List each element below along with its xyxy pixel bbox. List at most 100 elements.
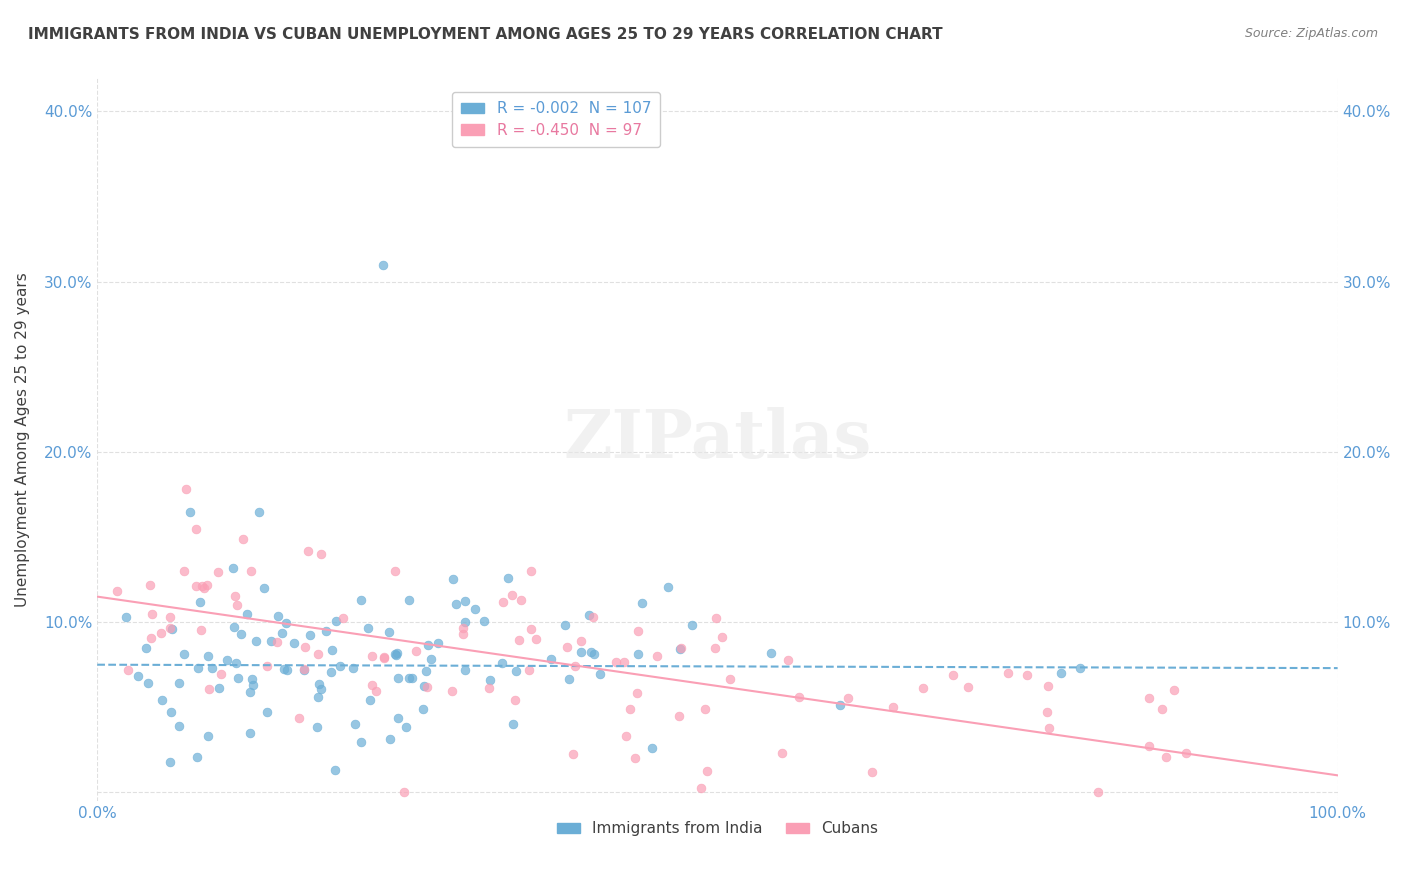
- Text: IMMIGRANTS FROM INDIA VS CUBAN UNEMPLOYMENT AMONG AGES 25 TO 29 YEARS CORRELATIO: IMMIGRANTS FROM INDIA VS CUBAN UNEMPLOYM…: [28, 27, 943, 42]
- Immigrants from India: [152, 693, 174, 707]
- Cubans: [882, 699, 904, 714]
- Immigrants from India: [321, 665, 343, 679]
- Immigrants from India: [579, 644, 602, 658]
- Cubans: [209, 667, 232, 681]
- Cubans: [613, 655, 636, 669]
- Immigrants from India: [413, 679, 436, 693]
- Immigrants from India: [1069, 661, 1091, 675]
- Cubans: [159, 621, 181, 635]
- Immigrants from India: [225, 657, 247, 671]
- Immigrants from India: [350, 735, 373, 749]
- Cubans: [453, 626, 475, 640]
- Cubans: [520, 564, 543, 578]
- Immigrants from India: [387, 671, 409, 685]
- Cubans: [416, 680, 439, 694]
- Immigrants from India: [384, 647, 406, 661]
- Immigrants from India: [309, 682, 332, 697]
- Immigrants from India: [226, 672, 249, 686]
- Immigrants from India: [359, 693, 381, 707]
- Cubans: [297, 543, 319, 558]
- Immigrants from India: [294, 663, 316, 677]
- Immigrants from India: [260, 633, 283, 648]
- Immigrants from India: [308, 677, 330, 691]
- Immigrants from India: [412, 702, 434, 716]
- Cubans: [309, 547, 332, 561]
- Immigrants from India: [136, 676, 159, 690]
- Immigrants from India: [454, 615, 477, 629]
- Immigrants from India: [657, 580, 679, 594]
- Cubans: [150, 625, 173, 640]
- Immigrants from India: [283, 636, 305, 650]
- Immigrants from India: [578, 607, 600, 622]
- Immigrants from India: [162, 622, 184, 636]
- Cubans: [668, 709, 690, 723]
- Cubans: [501, 588, 523, 602]
- Cubans: [942, 667, 965, 681]
- Cubans: [224, 589, 246, 603]
- Immigrants from India: [276, 663, 298, 677]
- Cubans: [1150, 702, 1173, 716]
- Immigrants from India: [631, 596, 654, 610]
- Immigrants from India: [247, 504, 270, 518]
- Cubans: [1137, 690, 1160, 705]
- Cubans: [207, 566, 229, 580]
- Immigrants from India: [274, 616, 297, 631]
- Immigrants from India: [588, 667, 610, 681]
- Immigrants from India: [384, 648, 406, 663]
- Immigrants from India: [505, 665, 527, 679]
- Cubans: [562, 747, 585, 762]
- Cubans: [394, 785, 416, 799]
- Cubans: [696, 764, 718, 779]
- Cubans: [384, 564, 406, 578]
- Cubans: [1038, 679, 1060, 693]
- Immigrants from India: [496, 571, 519, 585]
- Immigrants from India: [669, 642, 692, 657]
- Cubans: [508, 632, 530, 647]
- Immigrants from India: [395, 720, 418, 734]
- Cubans: [704, 641, 727, 656]
- Cubans: [186, 522, 208, 536]
- Immigrants from India: [554, 617, 576, 632]
- Cubans: [440, 684, 463, 698]
- Cubans: [778, 653, 800, 667]
- Cubans: [1087, 785, 1109, 799]
- Cubans: [190, 623, 212, 637]
- Immigrants from India: [454, 664, 477, 678]
- Cubans: [1137, 739, 1160, 753]
- Cubans: [689, 780, 711, 795]
- Cubans: [1163, 683, 1185, 698]
- Cubans: [997, 665, 1019, 680]
- Immigrants from India: [188, 594, 211, 608]
- Immigrants from India: [441, 572, 464, 586]
- Cubans: [266, 634, 288, 648]
- Immigrants from India: [540, 651, 562, 665]
- Immigrants from India: [187, 661, 209, 675]
- Immigrants from India: [245, 633, 267, 648]
- Immigrants from India: [387, 646, 409, 660]
- Cubans: [720, 673, 742, 687]
- Immigrants from India: [759, 646, 782, 660]
- Immigrants from India: [271, 626, 294, 640]
- Cubans: [695, 702, 717, 716]
- Cubans: [184, 579, 207, 593]
- Cubans: [669, 640, 692, 655]
- Cubans: [361, 648, 384, 663]
- Immigrants from India: [186, 750, 208, 764]
- Immigrants from India: [344, 716, 367, 731]
- Cubans: [256, 658, 278, 673]
- Text: Source: ZipAtlas.com: Source: ZipAtlas.com: [1244, 27, 1378, 40]
- Cubans: [240, 564, 263, 578]
- Cubans: [332, 611, 354, 625]
- Cubans: [360, 678, 382, 692]
- Immigrants from India: [415, 664, 437, 678]
- Immigrants from India: [267, 609, 290, 624]
- Immigrants from India: [160, 705, 183, 719]
- Cubans: [1035, 705, 1057, 719]
- Cubans: [626, 686, 648, 700]
- Immigrants from India: [217, 653, 239, 667]
- Immigrants from India: [208, 681, 231, 696]
- Cubans: [139, 578, 162, 592]
- Cubans: [711, 631, 734, 645]
- Immigrants from India: [681, 617, 703, 632]
- Cubans: [860, 765, 883, 780]
